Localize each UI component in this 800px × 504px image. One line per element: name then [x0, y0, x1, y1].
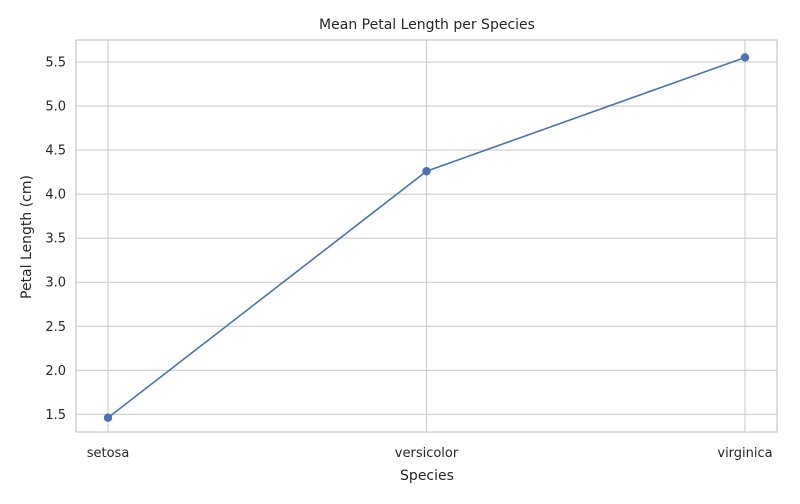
series [103, 53, 750, 422]
y-axis-ticks: 1.5 2.0 2.5 3.0 3.5 4.0 4.5 5.0 5.5 [45, 56, 66, 423]
y-tick-label: 2.5 [45, 320, 66, 335]
y-axis-label: Petal Length (cm) [19, 175, 35, 299]
data-point [740, 53, 750, 62]
plot-frame [75, 39, 778, 433]
x-tick-label: virginica [717, 446, 772, 461]
y-tick-label: 1.5 [45, 408, 66, 423]
chart-title: Mean Petal Length per Species [319, 17, 535, 33]
y-tick-label: 3.5 [45, 232, 66, 247]
y-tick-label: 4.5 [45, 144, 66, 159]
y-tick-label: 2.0 [45, 364, 66, 379]
data-point [422, 167, 431, 176]
grid [76, 40, 777, 432]
y-tick-label: 5.5 [45, 56, 66, 71]
y-tick-label: 3.0 [45, 276, 66, 291]
data-point [103, 413, 113, 422]
x-axis-ticks: setosa versicolor virginica [87, 446, 773, 461]
y-tick-label: 5.0 [45, 100, 66, 115]
x-axis-label: Species [400, 468, 454, 484]
x-tick-label: versicolor [395, 446, 459, 461]
x-tick-label: setosa [87, 446, 130, 461]
y-tick-label: 4.0 [45, 188, 66, 203]
